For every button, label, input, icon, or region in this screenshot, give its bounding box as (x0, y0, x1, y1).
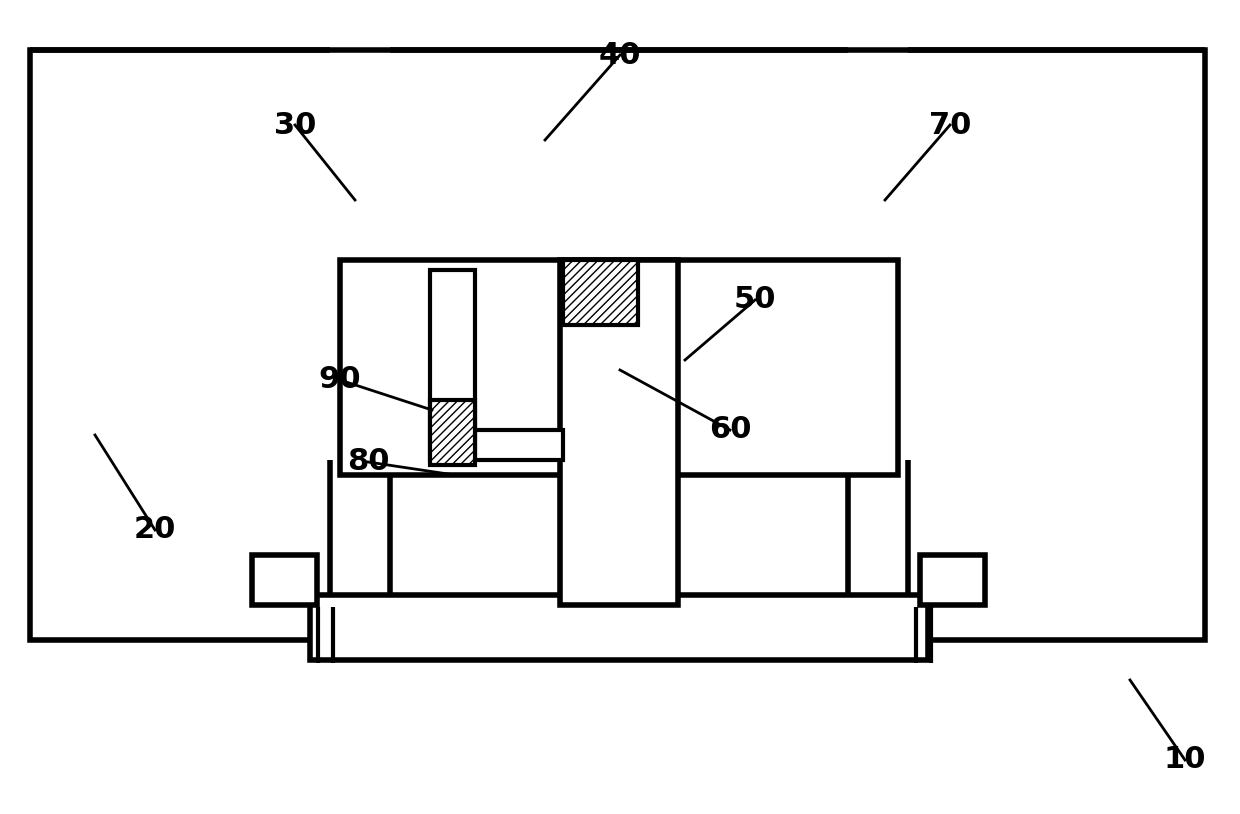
Text: 70: 70 (929, 111, 971, 139)
Bar (430, 400, 475, 465)
Text: 50: 50 (734, 286, 776, 314)
Bar (560, 260, 678, 605)
Text: 30: 30 (274, 111, 316, 139)
Bar (475, 430, 563, 460)
Bar (920, 555, 985, 605)
Bar (30, 50, 1205, 640)
Text: 60: 60 (709, 415, 751, 444)
Bar (340, 260, 898, 475)
Bar (563, 260, 639, 325)
Text: 20: 20 (134, 515, 176, 545)
Text: 40: 40 (599, 41, 641, 69)
Bar (330, 460, 391, 635)
Bar (252, 555, 317, 605)
Text: 10: 10 (1164, 746, 1207, 774)
Text: 80: 80 (347, 448, 389, 476)
Bar (430, 270, 475, 460)
Text: 90: 90 (319, 365, 361, 395)
Bar (310, 595, 928, 660)
Bar (848, 460, 908, 635)
